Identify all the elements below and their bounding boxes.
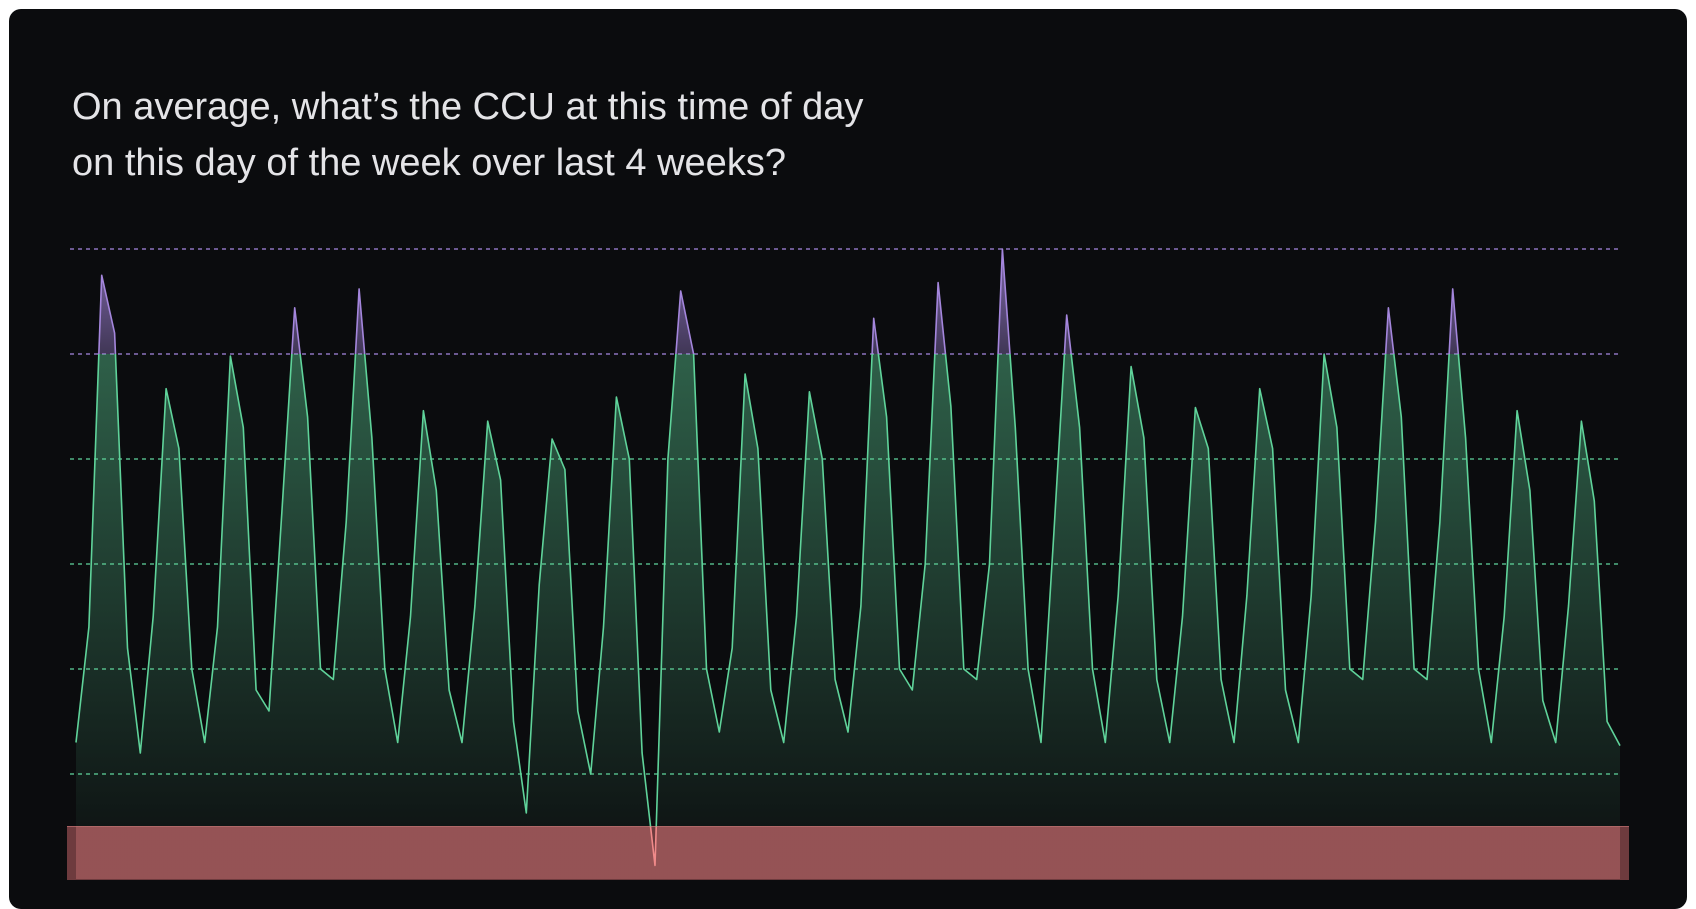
page: {"chart_data": { "type": "area", "title"… (9, 9, 1687, 909)
title-line: On average, what’s the CCU at this time … (72, 86, 864, 128)
line (75, 248, 1621, 867)
title-line: on this day of the week over last 4 week… (72, 142, 786, 184)
chart-title: On average, what’s the CCU at this time … (72, 79, 863, 191)
chart (67, 248, 1629, 880)
area-fill (76, 249, 1620, 879)
